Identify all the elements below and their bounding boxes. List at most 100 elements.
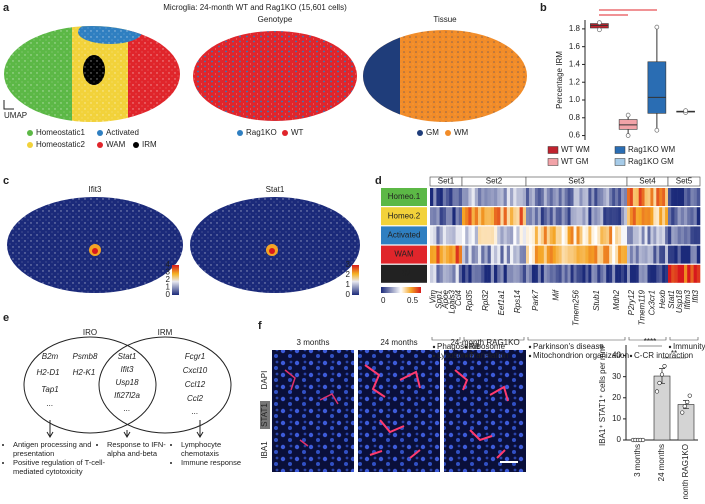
heat-cell: [446, 207, 450, 226]
heat-cell: [606, 245, 610, 264]
heat-cell: [494, 245, 498, 264]
set-bracket: [527, 337, 626, 341]
heat-cell: [573, 264, 577, 283]
heat-cell: [546, 245, 551, 264]
heat-cell: [534, 207, 539, 226]
y-tick-label: 30: [612, 372, 621, 381]
heat-cell: [621, 207, 625, 226]
heat-cell: [684, 245, 688, 264]
heat-cell: [534, 245, 539, 264]
heat-cell: [516, 264, 520, 283]
heat-cell: [481, 207, 485, 226]
heat-cell: [684, 188, 688, 206]
heat-cell: [478, 207, 482, 226]
heat-cell: [668, 207, 672, 226]
heat-cell: [687, 245, 691, 264]
point: [625, 112, 631, 118]
bullet: [629, 354, 633, 358]
heat-cell: [567, 226, 571, 245]
gene: H2-D1: [36, 368, 59, 377]
heat-cell: [591, 245, 595, 264]
heat-cell: [462, 245, 466, 264]
heat-cell: [564, 207, 568, 226]
heat-cell: [484, 207, 488, 226]
heat-cell: [696, 264, 701, 283]
heat-cell: [497, 245, 501, 264]
heat-cell: [576, 207, 580, 226]
heat-cell: [600, 264, 604, 283]
heat-cell: [452, 226, 456, 245]
heat-cell: [570, 188, 574, 206]
heat-cell: [597, 264, 601, 283]
heat-cell: [576, 245, 580, 264]
heat-cell: [462, 264, 466, 283]
heat-cell: [603, 245, 607, 264]
heat-cell: [487, 245, 492, 264]
heat-cell: [656, 245, 660, 264]
heat-cell: [615, 207, 619, 226]
heat-cell: [662, 188, 666, 206]
heat-cell: [430, 245, 434, 264]
colorbar-tick: 3: [166, 268, 171, 277]
heat-cell: [665, 188, 669, 206]
heat-cell: [558, 207, 562, 226]
heat-cell: [537, 207, 542, 226]
colorbar-tick: 2: [346, 270, 351, 279]
heat-cell: [497, 226, 501, 245]
heat-cell: [540, 264, 545, 283]
heat-cell: [612, 207, 616, 226]
heat-cell: [641, 226, 645, 245]
heat-cell: [506, 188, 511, 206]
heat-cell: [656, 226, 660, 245]
term: Translation: [469, 351, 508, 360]
heat-cell: [497, 207, 501, 226]
heat-cell: [638, 188, 642, 206]
heat-cell: [465, 226, 469, 245]
heat-cell: [653, 226, 657, 245]
y-tick-label: 10: [612, 414, 621, 423]
y-tick-label: 1.2: [569, 77, 581, 86]
heat-cell: [540, 188, 545, 206]
heat-cell: [487, 188, 492, 206]
heat-cell: [677, 226, 682, 245]
heat-cell: [519, 207, 524, 226]
heat-cell: [481, 188, 485, 206]
heat-cell: [618, 245, 622, 264]
colorbar: [352, 265, 359, 295]
term: Ribosome: [469, 342, 506, 351]
heat-cell: [487, 264, 492, 283]
heat-cell: [439, 264, 444, 283]
point: [654, 389, 660, 394]
row-label-box: [381, 207, 427, 226]
heat-cell: [567, 188, 571, 206]
y-tick-label: 1.0: [569, 95, 581, 104]
heat-cell: [481, 226, 485, 245]
heat-cell: [564, 188, 568, 206]
heat-cell: [618, 188, 622, 206]
heat-cell: [600, 245, 604, 264]
heat-cell: [458, 207, 463, 226]
heat-cell: [680, 226, 685, 245]
heat-cell: [647, 188, 651, 206]
heat-cell: [635, 264, 640, 283]
heat-cell: [677, 245, 682, 264]
heat-cell: [546, 264, 551, 283]
heat-cell: [576, 188, 580, 206]
heat-cell: [494, 226, 498, 245]
heat-cell: [465, 207, 469, 226]
heat-cell: [452, 188, 456, 206]
heat-cell: [455, 207, 460, 226]
heat-cell: [659, 207, 663, 226]
heat-cell: [612, 245, 616, 264]
gene-label: Hexb: [658, 289, 667, 308]
heat-cell: [537, 264, 542, 283]
point: [657, 380, 662, 386]
heat-cell: [665, 264, 669, 283]
gene-label: Tmem256: [572, 289, 581, 326]
heat-cell: [490, 207, 495, 226]
heat-cell: [653, 245, 657, 264]
panel-label: e: [3, 312, 9, 324]
gene: ...: [47, 399, 54, 408]
legend-label: Activated: [106, 128, 139, 137]
heat-cell: [558, 245, 562, 264]
